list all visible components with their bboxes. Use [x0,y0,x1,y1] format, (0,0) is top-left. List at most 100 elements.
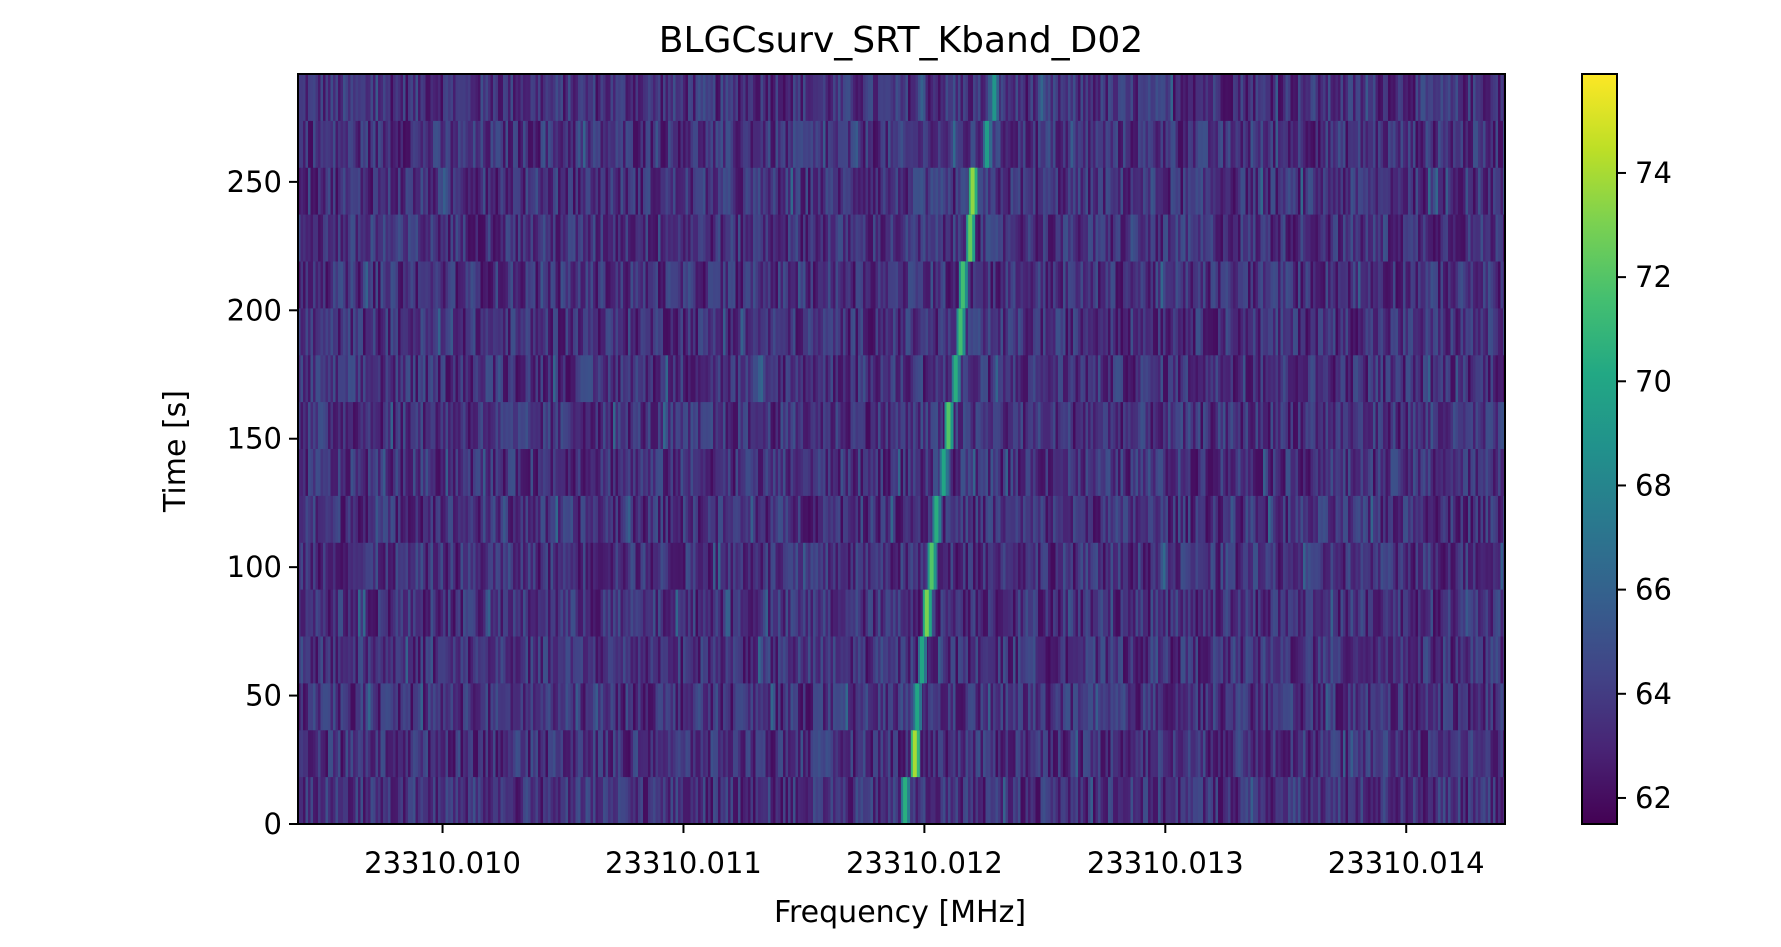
heatmap-cell [655,495,659,544]
heatmap-cell [703,355,706,403]
heatmap-cell [1225,261,1229,309]
heatmap-cell [568,261,571,309]
heatmap-cell [330,214,334,262]
heatmap-cell [993,214,996,262]
heatmap-cell [1108,214,1111,262]
heatmap-cell [748,355,751,403]
heatmap-cell [585,355,589,403]
heatmap-cell [1110,495,1114,544]
heatmap-cell [1440,214,1444,262]
heatmap-cell [1105,495,1109,544]
heatmap-cell [610,402,614,450]
heatmap-cell [1075,355,1079,403]
heatmap-cell [970,120,974,169]
heatmap-cell [1370,355,1374,403]
heatmap-cell [880,214,884,262]
heatmap-cell [1133,449,1136,497]
heatmap-cell [1335,308,1339,356]
heatmap-cell [1428,74,1431,122]
heatmap-cell [353,542,356,591]
heatmap-cell [1265,167,1269,216]
heatmap-cell [1010,449,1014,497]
heatmap-cell [765,308,769,356]
heatmap-cell [1253,355,1256,403]
heatmap-cell [1138,74,1141,122]
heatmap-cell [770,449,774,497]
heatmap-cell [323,214,326,262]
heatmap-cell [323,120,326,169]
heatmap-cell [1285,74,1289,122]
heatmap-cell [628,214,631,262]
heatmap-cell [640,402,644,450]
heatmap-cell [1055,261,1059,309]
heatmap-cell [595,355,599,403]
heatmap-cell [725,355,729,403]
heatmap-cell [935,120,939,169]
heatmap-cell [908,74,911,122]
heatmap-cell [308,167,311,216]
heatmap-cell [375,308,379,356]
heatmap-cell [685,542,689,591]
heatmap-cell [1470,308,1474,356]
heatmap-cell [1220,308,1224,356]
heatmap-cell [515,355,519,403]
heatmap-cell [693,449,696,497]
heatmap-cell [1418,261,1421,309]
heatmap-cell [775,261,779,309]
heatmap-cell [1363,402,1366,450]
heatmap-cell [298,214,301,262]
heatmap-cell [785,308,789,356]
heatmap-cell [668,449,671,497]
heatmap-cell [555,167,559,216]
heatmap-cell [1493,261,1496,309]
heatmap-cell [838,120,841,169]
heatmap-cell [505,167,509,216]
heatmap-cell [350,495,354,544]
heatmap-cell [538,542,541,591]
heatmap-cell [1070,402,1074,450]
heatmap-cell [403,308,406,356]
heatmap-cell [1293,74,1296,122]
heatmap-cell [1488,261,1491,309]
heatmap-cell [668,167,671,216]
heatmap-cell [338,261,341,309]
heatmap-cell [1028,308,1031,356]
heatmap-cell [1143,214,1146,262]
heatmap-cell [835,261,839,309]
heatmap-cell [465,542,469,591]
heatmap-cell [740,214,744,262]
heatmap-cell [938,308,941,356]
heatmap-cell [1050,449,1054,497]
heatmap-cell [423,74,426,122]
heatmap-cell [960,167,964,216]
heatmap-cell [1073,214,1076,262]
heatmap-cell [703,214,706,262]
heatmap-cell [1165,214,1169,262]
heatmap-cell [848,261,851,309]
heatmap-cell [1298,120,1301,169]
heatmap-cell [1140,449,1144,497]
heatmap-cell [313,542,316,591]
heatmap-cell [833,495,836,544]
heatmap-cell [500,167,504,216]
heatmap-cell [480,120,484,169]
heatmap-cell [1263,355,1266,403]
heatmap-cell [1123,214,1126,262]
heatmap-cell [408,542,411,591]
heatmap-cell [1058,120,1061,169]
heatmap-cell [1165,120,1169,169]
heatmap-cell [593,74,596,122]
heatmap-cell [1500,74,1504,122]
heatmap-cell [378,261,381,309]
heatmap-cell [1260,167,1264,216]
heatmap-cell [888,355,891,403]
heatmap-cell [778,449,781,497]
heatmap-cell [1215,308,1219,356]
heatmap-cell [1333,402,1336,450]
heatmap-cell [1443,355,1446,403]
heatmap-cell [765,214,769,262]
heatmap-cell [1295,74,1299,122]
heatmap-cell [373,74,376,122]
heatmap-cell [965,355,969,403]
heatmap-cell [783,355,786,403]
